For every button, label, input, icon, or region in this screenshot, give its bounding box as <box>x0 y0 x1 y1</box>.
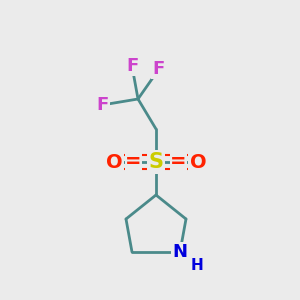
Text: F: F <box>126 57 138 75</box>
Text: F: F <box>96 96 108 114</box>
Text: =: = <box>170 152 187 172</box>
Text: H: H <box>190 258 203 273</box>
Text: O: O <box>106 152 122 172</box>
Text: O: O <box>190 152 206 172</box>
Text: S: S <box>148 152 164 172</box>
Text: =: = <box>125 152 142 172</box>
Text: N: N <box>172 243 188 261</box>
Text: F: F <box>153 60 165 78</box>
